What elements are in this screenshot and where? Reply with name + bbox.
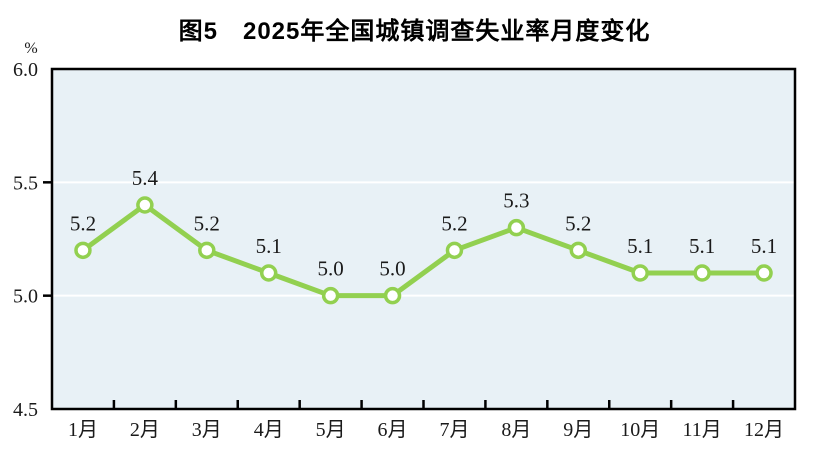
data-point-marker (569, 241, 588, 260)
x-tick-label: 8月 (501, 419, 531, 441)
data-point-marker (507, 218, 526, 237)
data-point-marker (136, 196, 154, 214)
y-tick-label: 5.5 (13, 172, 38, 194)
y-tick-label: 4.5 (13, 399, 38, 421)
data-point-marker (631, 264, 649, 282)
data-point-label: 5.1 (627, 234, 653, 258)
data-point-label: 5.3 (503, 189, 529, 213)
x-tick-label: 5月 (316, 419, 346, 441)
data-point-marker (755, 264, 773, 282)
data-point-marker (198, 241, 216, 260)
x-tick-label: 3月 (192, 419, 222, 441)
data-point-marker (383, 286, 402, 305)
data-point-label: 5.2 (441, 211, 467, 235)
x-tick-label: 10月 (620, 419, 660, 441)
plot-area (52, 69, 795, 409)
x-tick-label: 7月 (439, 419, 469, 441)
y-axis-unit-label: % (24, 40, 37, 57)
data-point-label: 5.1 (256, 234, 282, 258)
data-point-label: 5.0 (318, 257, 344, 281)
data-point-marker (321, 286, 340, 305)
data-point-label: 5.2 (194, 211, 220, 235)
data-point-marker (259, 264, 278, 282)
data-point-marker (693, 264, 711, 282)
data-point-marker (445, 241, 464, 260)
series-line (80, 202, 767, 299)
chart-title: 图5 2025年全国城镇调查失业率月度变化 (178, 18, 651, 45)
data-point-marker (74, 241, 92, 260)
x-tick-label: 1月 (68, 419, 98, 441)
data-point-label: 5.1 (751, 234, 777, 258)
x-tick-label: 2月 (130, 419, 160, 441)
y-tick-label: 6.0 (13, 59, 38, 81)
y-tick-label: 5.0 (13, 286, 38, 308)
data-point-label: 5.2 (565, 211, 591, 235)
x-tick-label: 9月 (563, 419, 593, 441)
x-tick-label: 11月 (682, 419, 721, 441)
data-point-label: 5.0 (379, 257, 405, 281)
x-tick-label: 12月 (744, 419, 784, 441)
data-point-label: 5.4 (132, 166, 159, 190)
data-point-label: 5.1 (689, 234, 715, 258)
x-tick-label: 4月 (254, 419, 284, 441)
x-tick-label: 6月 (378, 419, 408, 441)
data-point-label: 5.2 (70, 211, 96, 235)
